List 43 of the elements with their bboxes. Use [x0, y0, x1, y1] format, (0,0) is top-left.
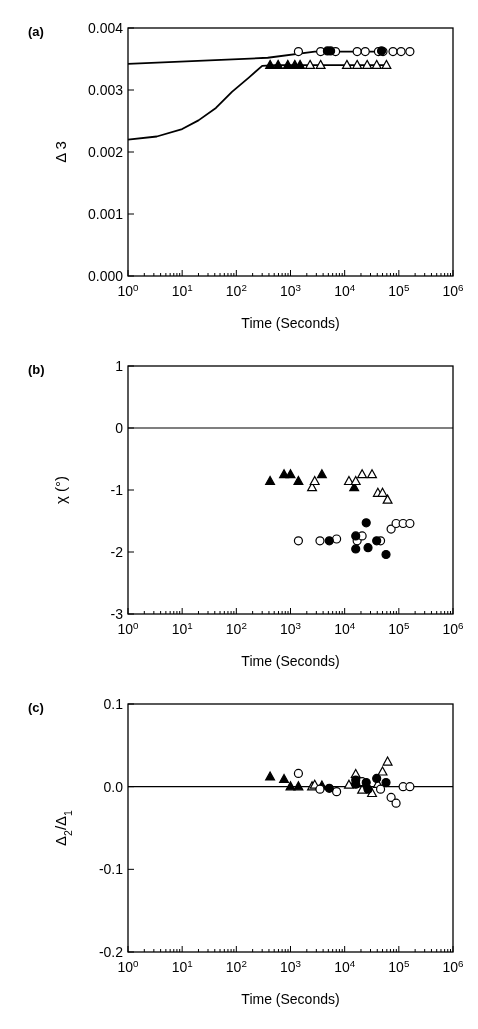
- x-axis-title: Time (Seconds): [241, 991, 340, 1007]
- x-axis-title: Time (Seconds): [241, 315, 340, 331]
- x-tick-label: 10$^{6}$: [442, 957, 465, 975]
- x-axis-title: Time (Seconds): [241, 653, 340, 669]
- y-tick-label: 0.001: [87, 206, 124, 222]
- y-tick-label: 1: [115, 358, 124, 374]
- x-tick-label: 10$^{0}$: [117, 281, 140, 299]
- x-tick-label: 10$^{3}$: [279, 281, 302, 299]
- chart-title: (b): [28, 362, 45, 377]
- x-tick-label: 10$^{6}$: [442, 619, 465, 637]
- x-tick-label: 10$^{1}$: [171, 619, 193, 637]
- chart-title: (c): [28, 700, 44, 715]
- y-tick-label: -1: [110, 482, 124, 498]
- x-tick-label: 10$^{2}$: [225, 619, 247, 637]
- x-tick-label: 10$^{4}$: [334, 957, 356, 975]
- x-tick-label: 10$^{6}$: [442, 281, 465, 299]
- y-tick-label: -0.2: [98, 944, 124, 960]
- x-tick-label: 10$^{2}$: [225, 281, 247, 299]
- x-tick-label: 10$^{4}$: [334, 281, 356, 299]
- y-tick-label: 0: [115, 420, 124, 436]
- y-tick-label: 0.004: [87, 20, 124, 36]
- y-axis-title: Δ 3: [52, 141, 69, 163]
- x-tick-label: 10$^{2}$: [225, 957, 247, 975]
- y-tick-label: -2: [110, 544, 124, 560]
- x-tick-label: 10$^{1}$: [171, 281, 193, 299]
- x-tick-label: 10$^{4}$: [334, 619, 356, 637]
- x-tick-label: 10$^{5}$: [388, 619, 410, 637]
- x-tick-label: 10$^{3}$: [279, 957, 302, 975]
- x-tick-label: 10$^{3}$: [279, 619, 302, 637]
- y-tick-label: 0.003: [87, 82, 124, 98]
- y-axis-title: χ (°): [52, 475, 69, 505]
- x-tick-label: 10$^{5}$: [388, 957, 410, 975]
- y-tick-label: 0.002: [87, 144, 124, 160]
- x-tick-label: 10$^{0}$: [117, 957, 140, 975]
- chart-title: (a): [28, 24, 44, 39]
- x-tick-label: 10$^{5}$: [388, 281, 410, 299]
- y-tick-label: 0.000: [87, 268, 124, 284]
- y-tick-label: 0.0: [103, 778, 124, 795]
- y-tick-label: 0.1: [103, 696, 124, 712]
- x-tick-label: 10$^{0}$: [117, 619, 140, 637]
- x-tick-label: 10$^{1}$: [171, 957, 193, 975]
- y-tick-label: -0.1: [98, 861, 124, 878]
- y-tick-label: -3: [110, 606, 124, 622]
